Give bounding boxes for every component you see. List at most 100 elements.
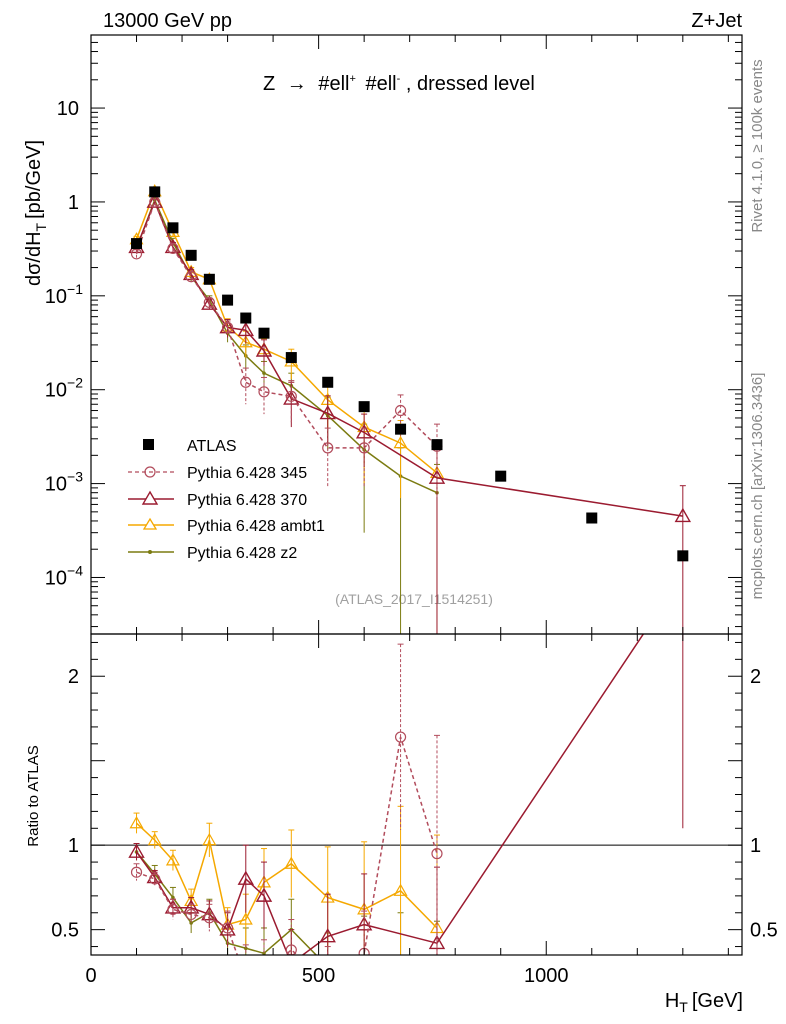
point-370 — [319, 404, 336, 420]
line-z2 — [135, 197, 438, 494]
ratio-point-ambt1 — [284, 856, 299, 869]
plot-title: Z → #ell+ #ell- , dressed level — [263, 65, 535, 95]
ratio-point-z2 — [189, 921, 193, 925]
data-point-atlas — [586, 512, 598, 524]
legend-label-370: Pythia 6.428 370 — [187, 492, 307, 509]
ratio-point-ambt1 — [129, 816, 144, 829]
ratio-point-345 — [259, 969, 269, 979]
ratio-point-370 — [319, 928, 336, 943]
legend-marker-345 — [144, 466, 156, 478]
ratio-series-z2 — [133, 842, 440, 966]
rivet-label: Rivet 4.1.0, ≥ 100k events — [749, 59, 766, 232]
ratio-point-345 — [130, 866, 143, 878]
ratio-tick-label: 2 — [68, 666, 79, 688]
ratio-point-z2 — [399, 962, 403, 966]
main-panel — [128, 184, 692, 634]
legend-label-ambt1: Pythia 6.428 ambt1 — [187, 518, 325, 535]
x-tick-label: 0 — [85, 965, 96, 987]
point-345 — [203, 296, 215, 309]
series-345 — [130, 196, 443, 499]
data-point-atlas — [495, 470, 507, 482]
ratio-point-370 — [128, 843, 145, 858]
ratio-panel — [91, 634, 742, 984]
point-345 — [185, 271, 197, 283]
point-345 — [221, 321, 234, 334]
ratio-point-345 — [203, 912, 215, 924]
ratio-tick-label-right: 1 — [750, 835, 761, 857]
point-ambt1 — [238, 335, 253, 348]
legend-marker-atlas — [143, 439, 154, 450]
data-point-atlas — [431, 439, 443, 451]
ratio-tick-label: 1 — [68, 835, 79, 857]
point-345 — [167, 242, 179, 254]
ratio-point-345 — [394, 731, 407, 743]
ratio-point-z2 — [243, 946, 248, 951]
point-345 — [322, 442, 334, 454]
legend-label-z2: Pythia 6.428 z2 — [187, 545, 297, 562]
axes: 0 500 1000 10 1 10−1 10−2 10−3 10−4 0.5 0.5 1 1 2 2 — [45, 34, 778, 987]
y-axis-label: dσ/dHT[pb/GeV] — [23, 140, 49, 286]
ratio-point-345 — [185, 908, 197, 921]
ratio-point-370 — [255, 887, 273, 902]
data-point-atlas — [677, 550, 689, 562]
data-point-atlas — [240, 312, 252, 324]
data-point-atlas — [131, 238, 143, 250]
ratio-point-345 — [149, 873, 161, 885]
point-370 — [255, 342, 273, 357]
ratio-point-z2 — [171, 895, 175, 900]
point-370 — [428, 469, 446, 484]
y-tick-label: 1 — [68, 192, 79, 214]
data-point-atlas — [222, 294, 234, 306]
point-370 — [674, 507, 692, 523]
series-atlas — [131, 186, 689, 562]
point-345 — [394, 404, 407, 417]
legend-marker-ambt1 — [142, 517, 158, 530]
point-370 — [355, 424, 373, 439]
point-345 — [240, 376, 252, 388]
point-345 — [285, 390, 297, 402]
legend-marker-z2 — [148, 550, 152, 554]
ratio-tick-label-right: 0.5 — [750, 920, 778, 942]
ratio-point-345 — [167, 903, 179, 915]
y-tick-label: 10−3 — [45, 469, 83, 496]
point-345 — [258, 386, 270, 398]
point-370 — [237, 321, 254, 337]
x-tick-label: 500 — [302, 965, 335, 987]
data-point-atlas — [203, 273, 215, 285]
data-point-atlas — [358, 401, 370, 413]
data-point-atlas — [258, 327, 270, 339]
point-ambt1 — [393, 435, 408, 449]
ratio-point-z2 — [362, 957, 366, 961]
ratio-point-ambt1 — [238, 912, 253, 925]
data-point-atlas — [185, 249, 197, 261]
y-tick-label: 10−1 — [45, 281, 83, 308]
ratio-point-370 — [284, 956, 298, 968]
point-370 — [283, 390, 300, 405]
ratio-tick-label: 0.5 — [51, 920, 79, 942]
x-tick-label: 1000 — [524, 965, 569, 987]
data-point-atlas — [395, 423, 407, 435]
x-axis-label: HT [GeV] — [665, 990, 743, 1015]
y-tick-label: 10 — [57, 98, 79, 120]
ratio-point-ambt1 — [147, 832, 162, 846]
energy-label: 13000 GeV pp — [103, 10, 232, 32]
y-tick-label: 10−4 — [45, 562, 83, 589]
line-345 — [135, 199, 438, 449]
data-point-atlas — [167, 222, 179, 234]
ratio-point-370 — [355, 916, 373, 931]
ratio-line-345 — [136, 736, 438, 955]
line-ambt1 — [135, 189, 438, 474]
ratio-axis-label: Ratio to ATLAS — [25, 745, 42, 846]
legend: ATLAS Pythia 6.428 345 Pythia 6.428 370 … — [128, 438, 325, 562]
process-label: Z+Jet — [691, 10, 742, 32]
data-point-atlas — [149, 186, 161, 198]
point-345 — [358, 442, 370, 454]
ratio-point-345 — [241, 974, 251, 984]
ratio-point-345 — [221, 922, 234, 934]
ratio-point-370 — [237, 870, 254, 885]
y-tick-label: 10−2 — [45, 375, 83, 402]
ratio-point-345 — [431, 848, 443, 860]
point-370 — [201, 295, 218, 310]
ratio-point-ambt1 — [393, 883, 408, 896]
